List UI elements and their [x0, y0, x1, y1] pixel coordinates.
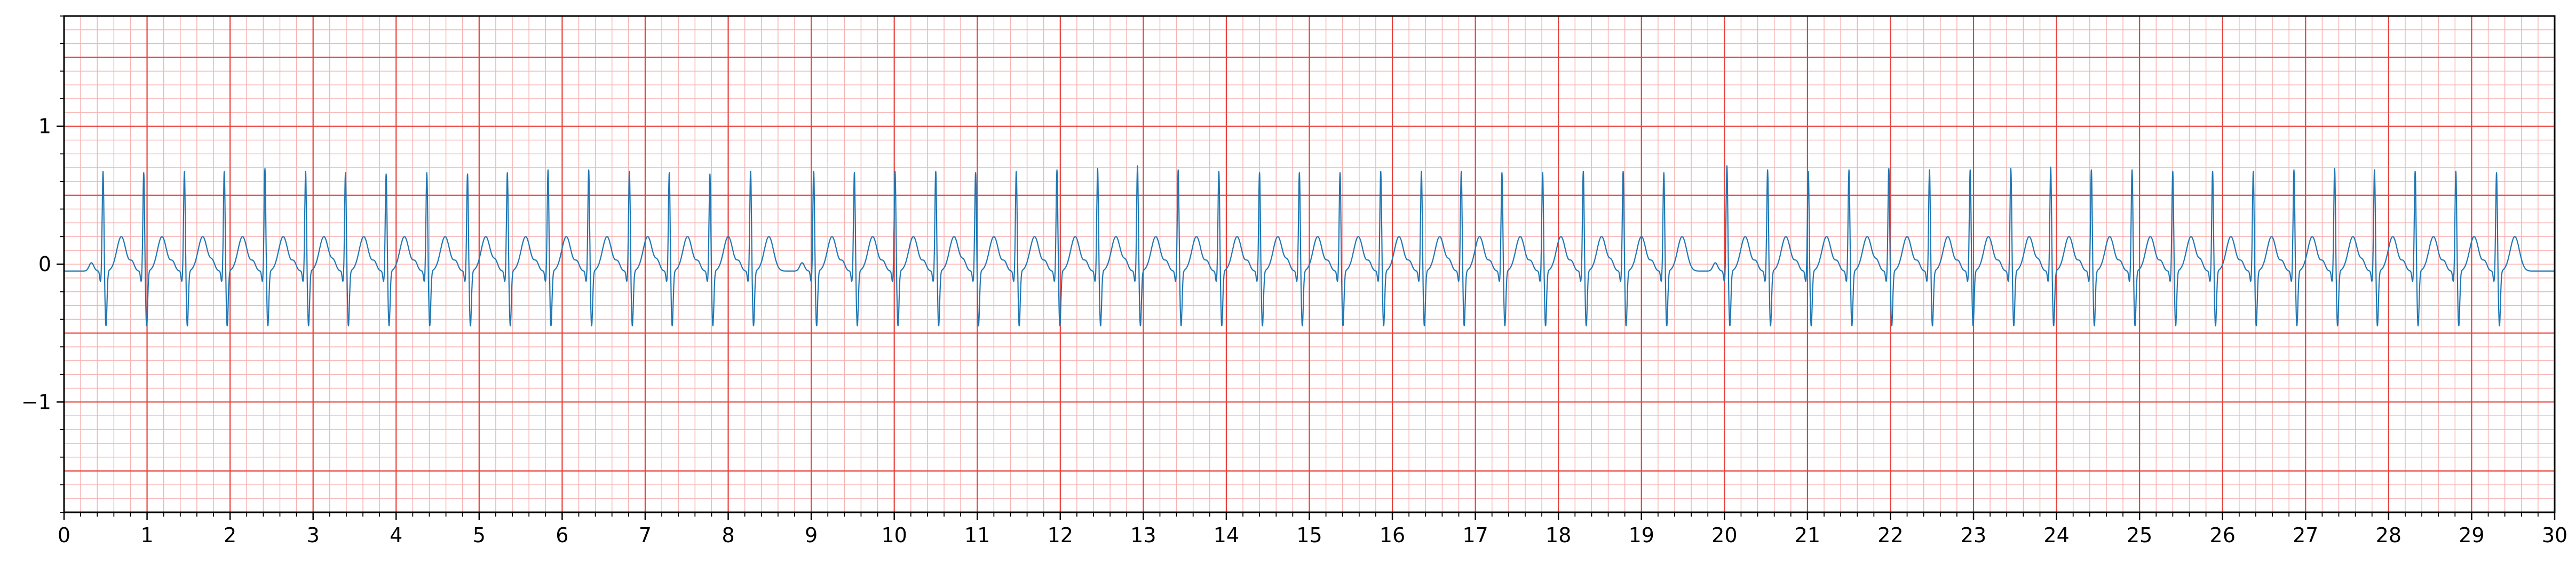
- x-axis-ticks: 0 1 2 3 4 5 6 7 8 9 10 11 12 13 14 15 16 17 18 19 20 21 22 23 24…: [58, 512, 2567, 547]
- x-tick-label: 14: [1214, 524, 1239, 547]
- x-tick-label: 21: [1795, 524, 1820, 547]
- x-tick-label: 0: [58, 524, 70, 547]
- x-tick-label: 19: [1629, 524, 1654, 547]
- x-tick-label: 7: [639, 524, 652, 547]
- x-tick-label: 24: [2043, 524, 2069, 547]
- x-tick-label: 22: [1877, 524, 1903, 547]
- x-tick-label: 5: [473, 524, 486, 547]
- x-tick-label: 12: [1048, 524, 1073, 547]
- ecg-signal-line: [64, 165, 2555, 327]
- x-tick-label: 11: [964, 524, 990, 547]
- x-tick-label: 15: [1296, 524, 1322, 547]
- x-tick-label: 17: [1462, 524, 1488, 547]
- x-tick-label: 2: [224, 524, 236, 547]
- x-tick-label: 18: [1545, 524, 1571, 547]
- x-tick-label: 27: [2293, 524, 2318, 547]
- y-tick-label: 0: [38, 252, 51, 276]
- x-tick-label: 23: [1961, 524, 1986, 547]
- x-tick-label: 9: [805, 524, 818, 547]
- y-tick-label: 1: [38, 115, 51, 138]
- x-tick-label: 20: [1711, 524, 1737, 547]
- y-tick-label: −1: [21, 390, 51, 414]
- x-tick-label: 3: [307, 524, 320, 547]
- x-tick-label: 26: [2210, 524, 2236, 547]
- x-tick-label: 28: [2376, 524, 2401, 547]
- x-tick-label: 4: [390, 524, 402, 547]
- x-tick-label: 30: [2542, 524, 2567, 547]
- x-tick-label: 16: [1380, 524, 1405, 547]
- y-axis-ticks: −1 0 1: [21, 15, 64, 513]
- x-tick-label: 8: [722, 524, 734, 547]
- x-tick-label: 29: [2459, 524, 2484, 547]
- x-tick-label: 1: [140, 524, 153, 547]
- x-tick-label: 13: [1130, 524, 1156, 547]
- x-tick-label: 6: [556, 524, 568, 547]
- x-tick-label: 25: [2127, 524, 2152, 547]
- x-tick-label: 10: [881, 524, 907, 547]
